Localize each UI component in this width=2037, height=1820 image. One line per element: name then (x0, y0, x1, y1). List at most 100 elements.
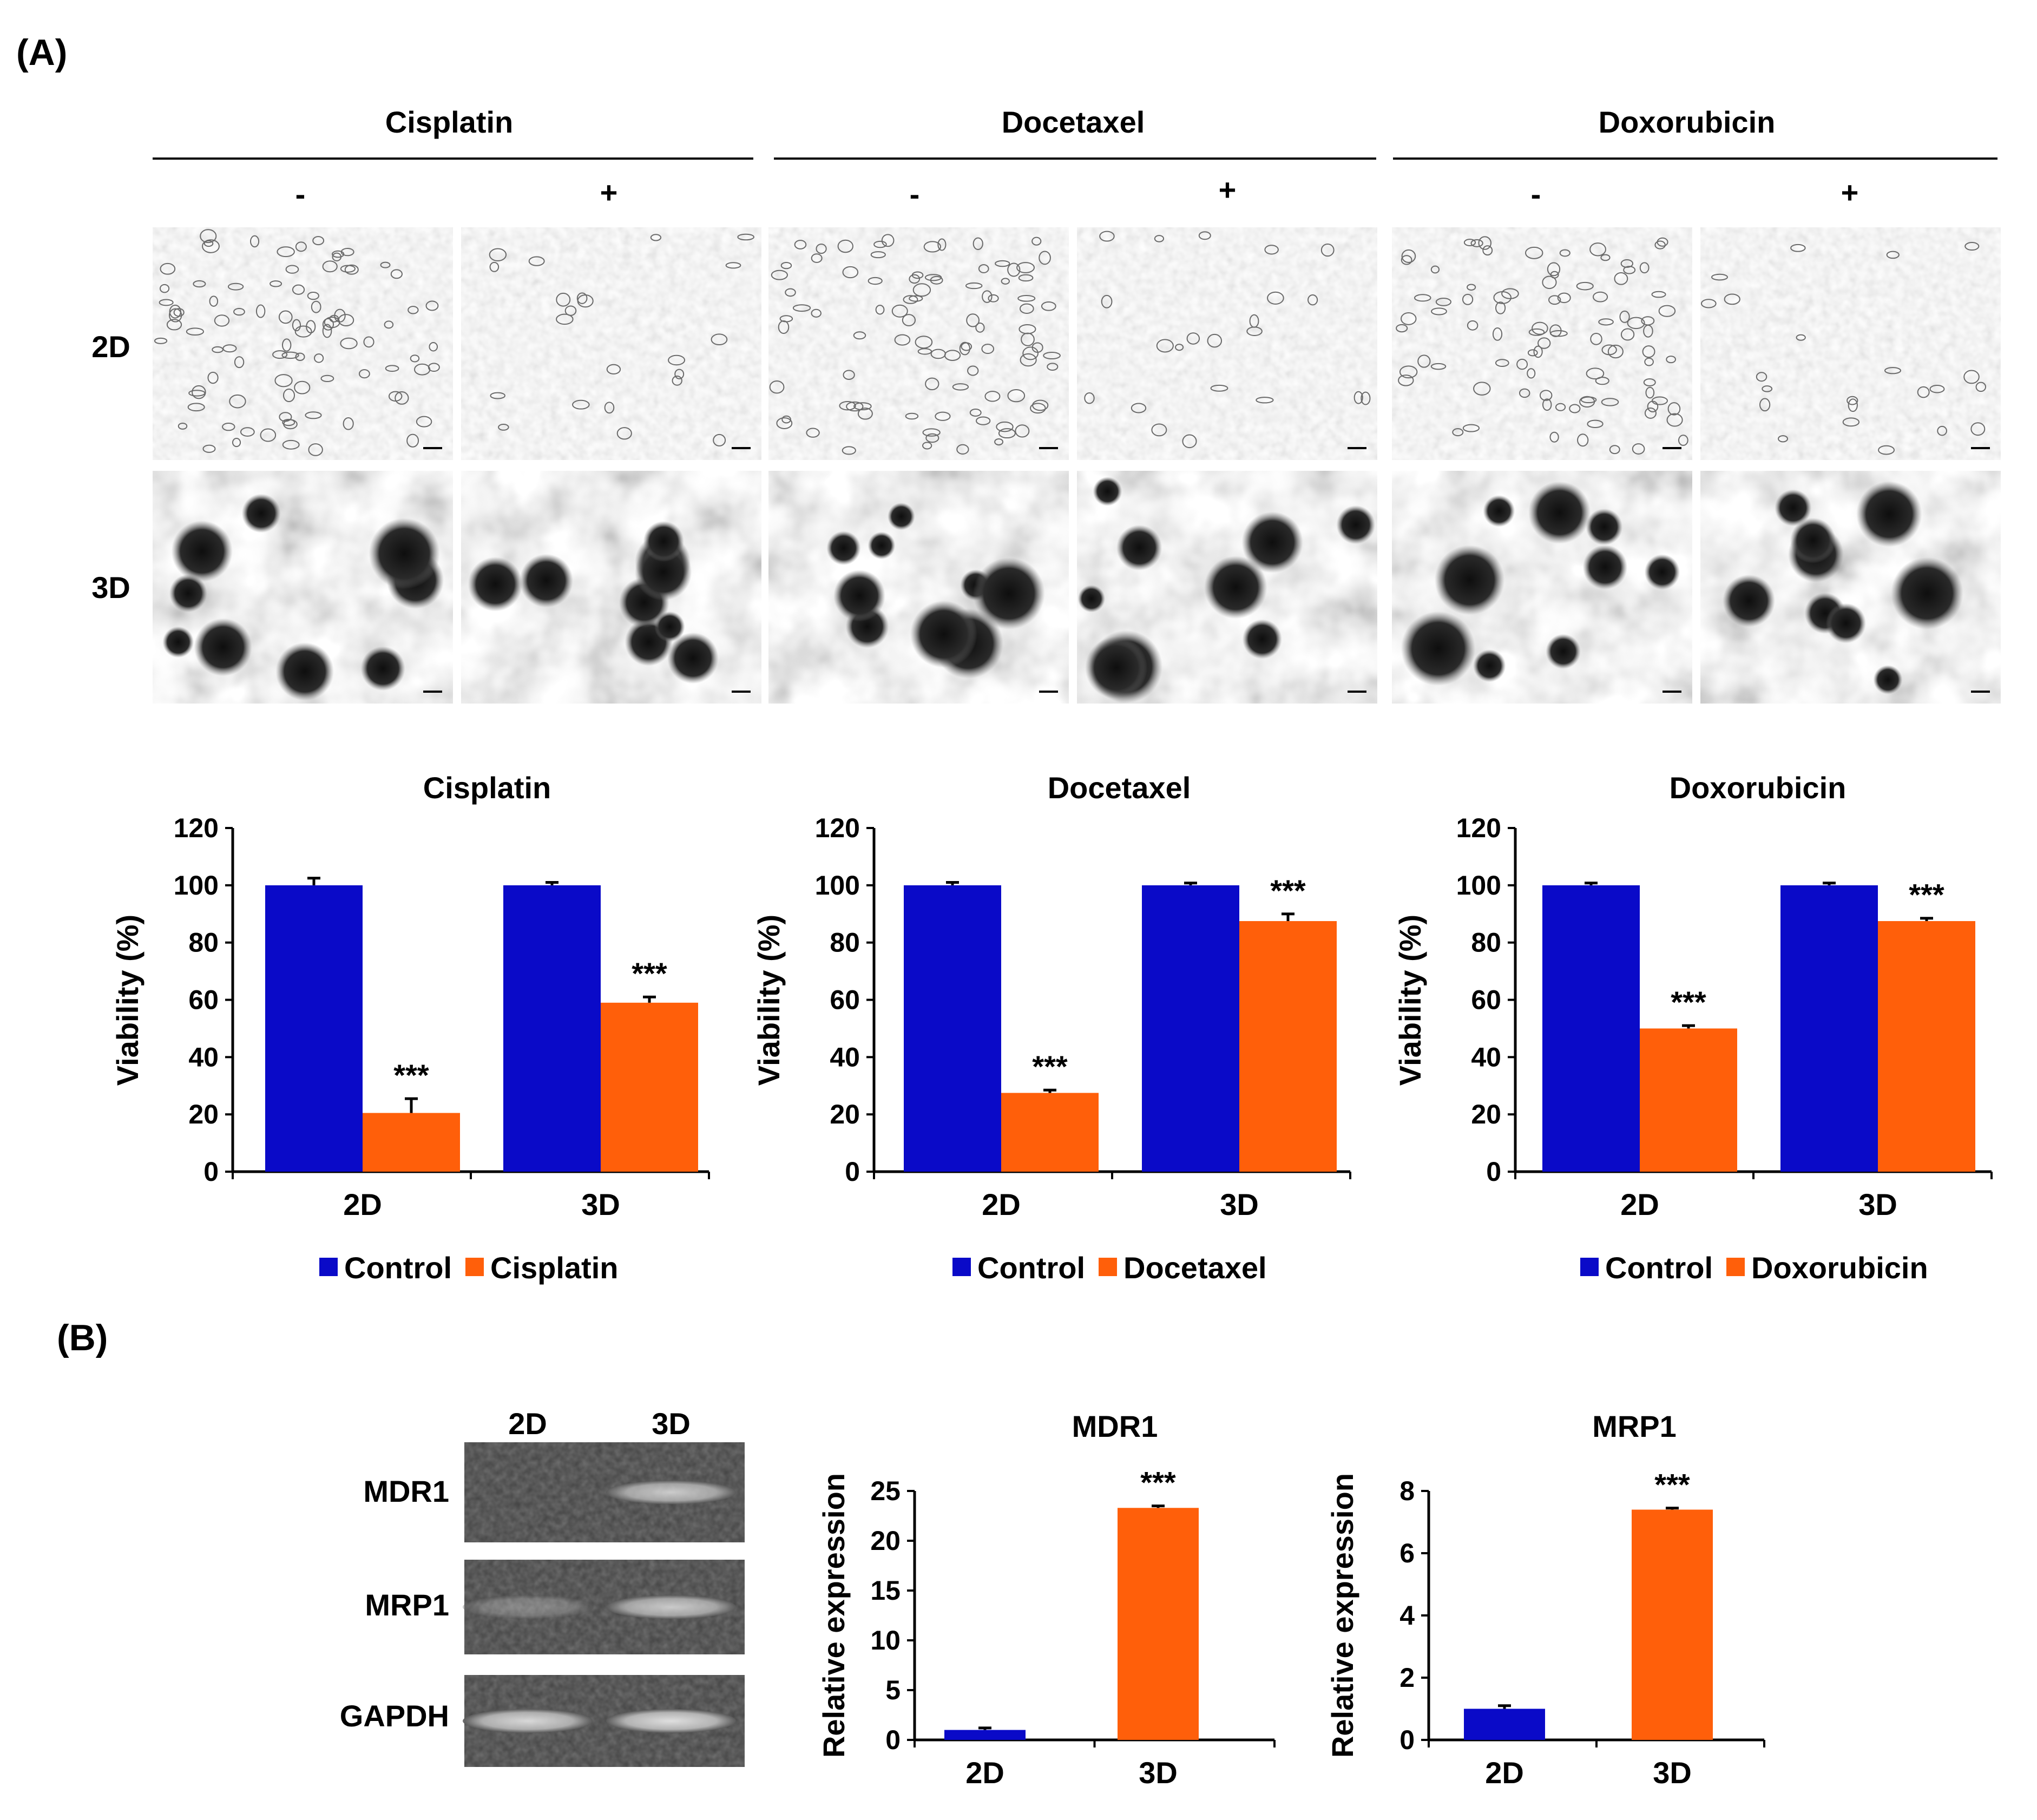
cell (1478, 236, 1491, 250)
spheroid (1241, 511, 1303, 573)
cell (1592, 291, 1608, 303)
cell (489, 248, 507, 261)
cell (331, 250, 345, 258)
cell (1361, 391, 1371, 405)
cell (1017, 295, 1036, 302)
y-tick-label: 0 (203, 1157, 219, 1187)
micrograph-3d-3 (768, 471, 1069, 704)
cell (1569, 404, 1581, 413)
micrograph-3d-6 (1700, 471, 2001, 704)
y-tick-label: 60 (830, 985, 860, 1015)
y-tick-label: 40 (1471, 1042, 1501, 1072)
cell (1101, 294, 1113, 308)
cell (489, 261, 500, 272)
cell (227, 282, 244, 291)
bar-docetaxel-2d (1001, 1093, 1099, 1172)
cell (935, 411, 951, 421)
spheroid (519, 554, 574, 608)
micrograph-texture (1700, 227, 2001, 460)
cell (1470, 239, 1483, 247)
cell (1929, 385, 1945, 393)
cell (1264, 245, 1279, 255)
cell (1548, 295, 1561, 305)
cell (839, 401, 856, 411)
cell (1666, 413, 1683, 427)
cell (314, 353, 324, 363)
legend-label: Control (977, 1251, 1085, 1285)
cell (1963, 370, 1980, 384)
cell (1527, 368, 1536, 379)
y-tick-label: 120 (174, 813, 219, 843)
cell (340, 265, 356, 273)
legend-label: Control (1605, 1251, 1713, 1285)
cell (1577, 433, 1589, 447)
cell (322, 260, 338, 273)
cell (604, 402, 615, 414)
cell (1643, 324, 1653, 338)
cell (1579, 396, 1595, 408)
cell (1645, 386, 1655, 399)
cell (842, 446, 856, 455)
gel-panel: 2D 3D MDR1 MRP1 GAPDH (340, 1407, 745, 1767)
cell (1975, 382, 1987, 392)
cell (202, 239, 220, 253)
cell (1267, 291, 1284, 305)
spheroid (1790, 517, 1836, 563)
cell (923, 241, 942, 253)
cell (776, 417, 793, 429)
chart-title: Docetaxel (1048, 771, 1191, 805)
treatment-plus: + (1841, 175, 1859, 209)
y-tick-label: 20 (1471, 1099, 1501, 1129)
cell (332, 252, 342, 261)
bar-control-3d (1142, 885, 1239, 1172)
significance-label: *** (632, 956, 667, 990)
gel-gene-gapdh: GAPDH (340, 1699, 449, 1733)
bar-doxorubicin-2d (1640, 1028, 1737, 1172)
spheroid (1483, 495, 1515, 527)
cell (192, 385, 206, 399)
cell (1207, 333, 1223, 348)
cell (1015, 424, 1030, 438)
cell (1619, 310, 1630, 323)
panel-b-label: (B) (57, 1317, 108, 1358)
cell (891, 304, 908, 318)
cell (650, 234, 662, 241)
cell (410, 354, 420, 363)
cell (1609, 445, 1620, 455)
cell (1589, 242, 1606, 257)
spheroid (1586, 508, 1623, 546)
micrograph-texture (1077, 227, 1377, 460)
drug-header-doxorubicin: Doxorubicin (1599, 105, 1776, 139)
cell (1007, 262, 1021, 277)
spheroid (826, 531, 861, 566)
cell (1667, 402, 1681, 416)
bar-cisplatin-2d (363, 1113, 460, 1172)
chart-mdr1-expression: MDR1 0 5 10 15 20 25 Relative expression 2D 3D *** (817, 1409, 1276, 1790)
cell (294, 325, 312, 338)
bar-relative-expression-3d (1118, 1508, 1199, 1740)
cell (1030, 403, 1046, 414)
cell (178, 422, 188, 430)
cell (1210, 384, 1228, 392)
cell (154, 337, 168, 344)
cell (672, 376, 682, 386)
cell (408, 306, 419, 314)
row-label-2d: 2D (91, 330, 130, 364)
y-tick-label: 6 (1399, 1538, 1415, 1568)
cell (1396, 324, 1408, 333)
gel-strip-mrp1 (463, 1560, 745, 1654)
y-axis-label: Relative expression (817, 1473, 851, 1758)
cell (274, 374, 293, 387)
cell (1473, 382, 1491, 396)
spheroid (972, 557, 1045, 630)
treatment-minus: - (910, 177, 920, 211)
cell (995, 260, 1010, 267)
cell (320, 374, 334, 383)
cell (380, 261, 391, 268)
legend-swatch (1580, 1258, 1599, 1276)
cell (1528, 328, 1545, 336)
spheroid (1242, 619, 1282, 659)
cell (576, 292, 588, 304)
cell (1778, 435, 1789, 443)
cell (270, 280, 282, 287)
